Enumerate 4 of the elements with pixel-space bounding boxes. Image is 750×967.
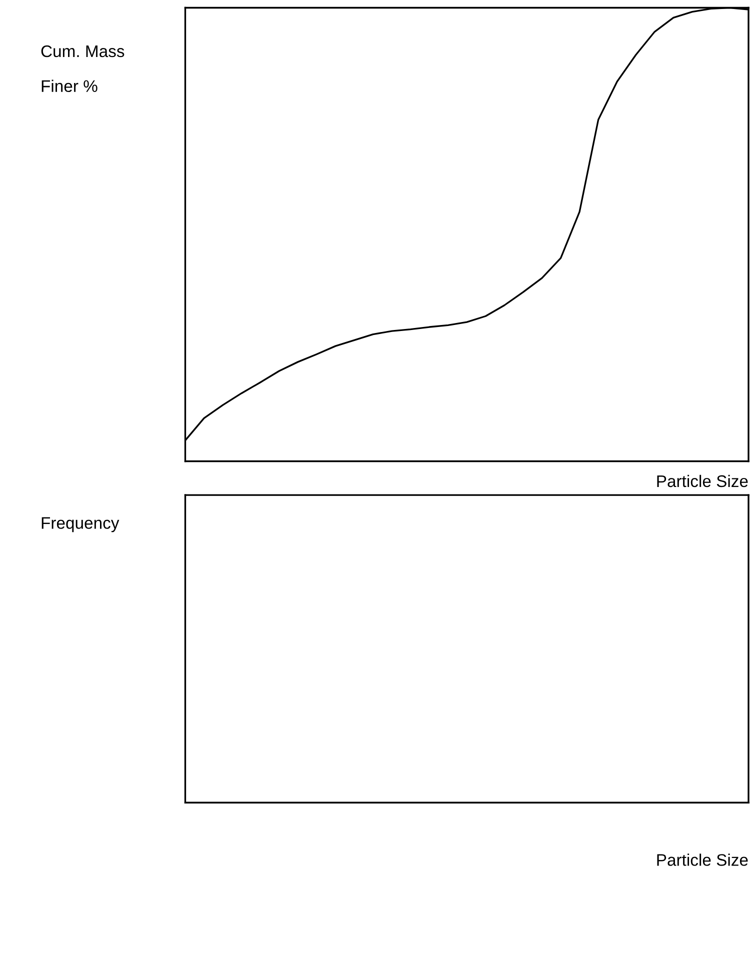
text: Frequency xyxy=(42,517,120,532)
text: Particle Size xyxy=(657,854,748,866)
text: Cum. Mass Finer % xyxy=(41,45,124,92)
x-axis-title: Particle Size xyxy=(657,474,748,488)
